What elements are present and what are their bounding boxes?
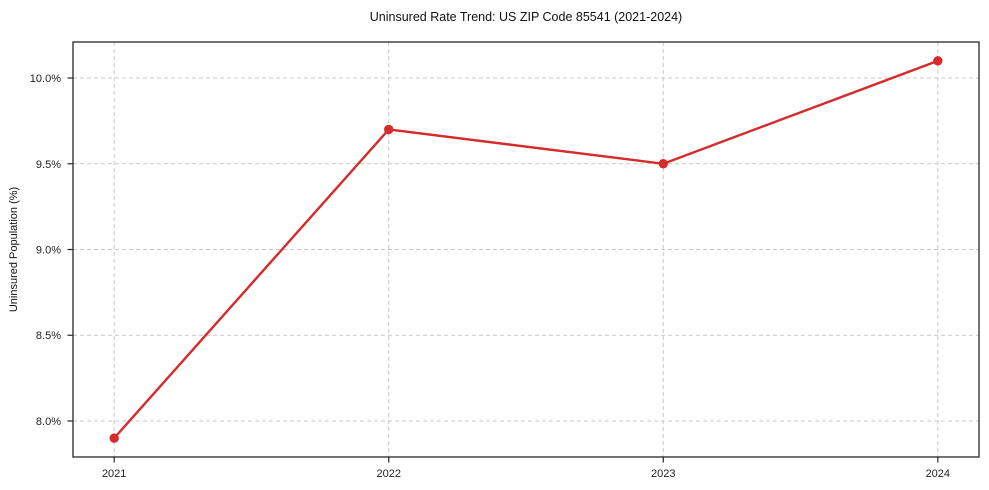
y-tick-label: 8.0% (36, 416, 61, 428)
axis-ticks (67, 77, 939, 463)
data-point-marker (658, 159, 668, 169)
data-point-marker (384, 124, 394, 135)
x-tick-label: 2023 (651, 468, 675, 480)
x-tick-label: 2021 (102, 468, 126, 480)
y-tick-label: 8.5% (36, 330, 61, 342)
plot-frame (72, 41, 980, 458)
x-tick-labels: 2021 2022 2023 2024 (102, 468, 950, 480)
data-point-marker (933, 56, 943, 66)
y-tick-labels: 8.0% 8.5% 9.0% 9.5% 10.0% (30, 73, 61, 428)
y-tick-label: 9.0% (36, 245, 61, 257)
y-axis-label: Uninsured Population (%) (8, 187, 20, 312)
axes-spines (72, 41, 980, 458)
trend-line (112, 59, 940, 440)
gridlines (73, 42, 979, 457)
data-point-marker (109, 433, 119, 443)
data-series (109, 56, 943, 443)
chart-title: Uninsured Rate Trend: US ZIP Code 85541 … (370, 10, 682, 24)
x-tick-label: 2024 (926, 468, 950, 480)
x-tick-label: 2022 (376, 468, 400, 480)
y-tick-label: 9.5% (36, 159, 61, 171)
y-tick-label: 10.0% (30, 73, 61, 85)
